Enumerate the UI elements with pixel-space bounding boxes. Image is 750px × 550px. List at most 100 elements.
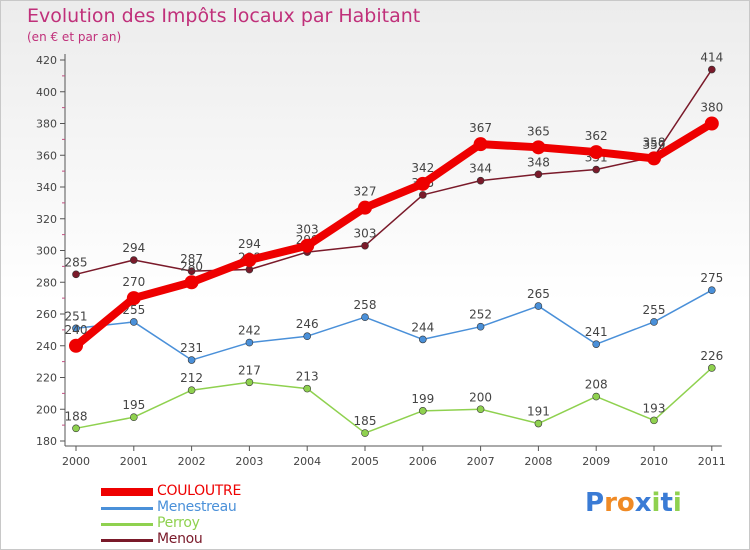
data-label: 255: [643, 303, 666, 317]
data-label: 246: [296, 317, 319, 331]
series-line: [75, 68, 713, 276]
y-tick-label: 240: [36, 340, 57, 353]
legend-swatch: [101, 488, 153, 496]
data-point: [303, 384, 312, 393]
x-tick-label: 2008: [524, 455, 552, 468]
data-point: [361, 241, 369, 250]
y-tick-label: 400: [36, 86, 57, 99]
data-point: [187, 267, 196, 275]
data-label: 380: [700, 101, 723, 115]
data-label: 188: [65, 409, 88, 423]
data-point: [415, 176, 430, 191]
data-point: [650, 416, 658, 425]
x-tick-label: 2005: [351, 455, 379, 468]
series-perroy: 188 195 212 217 213 185 199 200 191 208 193 226: [65, 349, 723, 437]
data-label: 270: [122, 275, 145, 289]
data-label: 213: [296, 370, 319, 384]
x-tick-label: 2002: [178, 455, 206, 468]
data-label: 265: [527, 287, 550, 301]
data-point: [473, 137, 488, 152]
logo-letter: t: [660, 488, 673, 518]
data-point: [707, 65, 716, 74]
data-label: 212: [180, 371, 203, 385]
data-label: 240: [65, 323, 88, 337]
y-tick-label: 280: [36, 276, 57, 289]
data-label: 414: [700, 51, 723, 65]
legend-label: COULOUTRE: [157, 483, 242, 499]
logo-letter: P: [585, 488, 605, 518]
data-label: 303: [354, 227, 377, 241]
data-label: 327: [354, 185, 377, 199]
x-tick-label: 2003: [235, 455, 263, 468]
series-line: [72, 119, 716, 350]
y-tick-label: 360: [36, 149, 57, 162]
y-tick-label: 260: [36, 308, 57, 321]
data-point: [300, 238, 315, 253]
data-label: 242: [238, 324, 261, 338]
data-label: 244: [411, 320, 434, 334]
data-label: 275: [700, 271, 723, 285]
x-tick-label: 2011: [698, 455, 726, 468]
y-tick-label: 200: [36, 403, 57, 416]
data-point: [126, 291, 141, 306]
series-menou: 285294287288299303335344348351359414: [65, 51, 723, 279]
data-label: 287: [180, 252, 203, 266]
logo-letter: x: [634, 488, 652, 518]
chart-title: Evolution des Impôts locaux par Habitant: [27, 5, 421, 27]
proxiti-logo: Proxiti: [585, 488, 682, 518]
chart-subtitle: (en € et par an): [27, 30, 122, 44]
data-label: 193: [643, 401, 666, 415]
data-label: 285: [65, 255, 88, 269]
data-point: [184, 275, 199, 290]
data-point: [476, 176, 485, 185]
x-tick-label: 2000: [62, 455, 90, 468]
data-label: 185: [354, 414, 377, 428]
data-label: 344: [469, 162, 492, 176]
data-point: [476, 322, 485, 331]
logo-letter: r: [604, 488, 617, 518]
data-label: 251: [65, 309, 88, 323]
x-tick-label: 2010: [640, 455, 668, 468]
data-label: 199: [411, 392, 434, 406]
data-label: 208: [585, 378, 608, 392]
data-point: [130, 318, 138, 326]
y-tick-label: 420: [36, 54, 57, 67]
data-label: 367: [469, 121, 492, 135]
series-line: [75, 367, 713, 434]
data-point: [531, 140, 546, 155]
data-point: [242, 253, 257, 268]
data-point: [72, 270, 80, 279]
x-tick-label: 2009: [582, 455, 610, 468]
y-tick-label: 340: [36, 181, 57, 194]
data-label: 200: [469, 390, 492, 404]
data-point: [534, 419, 543, 428]
legend-label: Menestreau: [157, 499, 237, 515]
series-line: [75, 289, 713, 361]
data-point: [418, 191, 427, 199]
data-label: 231: [180, 341, 203, 355]
data-point: [361, 313, 369, 321]
data-point: [704, 116, 719, 131]
data-point: [69, 338, 83, 353]
data-point: [476, 405, 485, 414]
x-tick-label: 2007: [467, 455, 495, 468]
data-point: [534, 302, 543, 310]
data-point: [245, 378, 254, 387]
logo-letter: i: [651, 488, 661, 518]
data-label: 362: [585, 129, 608, 143]
data-label: 359: [643, 138, 666, 152]
data-label: 195: [122, 398, 145, 412]
data-point: [592, 392, 601, 401]
data-label: 241: [585, 325, 608, 339]
data-label: 294: [122, 241, 145, 255]
data-label: 252: [469, 308, 492, 322]
data-point: [592, 165, 601, 174]
data-label: 303: [296, 223, 319, 237]
data-label: 294: [238, 237, 261, 251]
x-tick-label: 2006: [409, 455, 437, 468]
data-label: 280: [180, 259, 203, 273]
data-point: [187, 356, 196, 364]
y-tick-label: 300: [36, 245, 57, 258]
